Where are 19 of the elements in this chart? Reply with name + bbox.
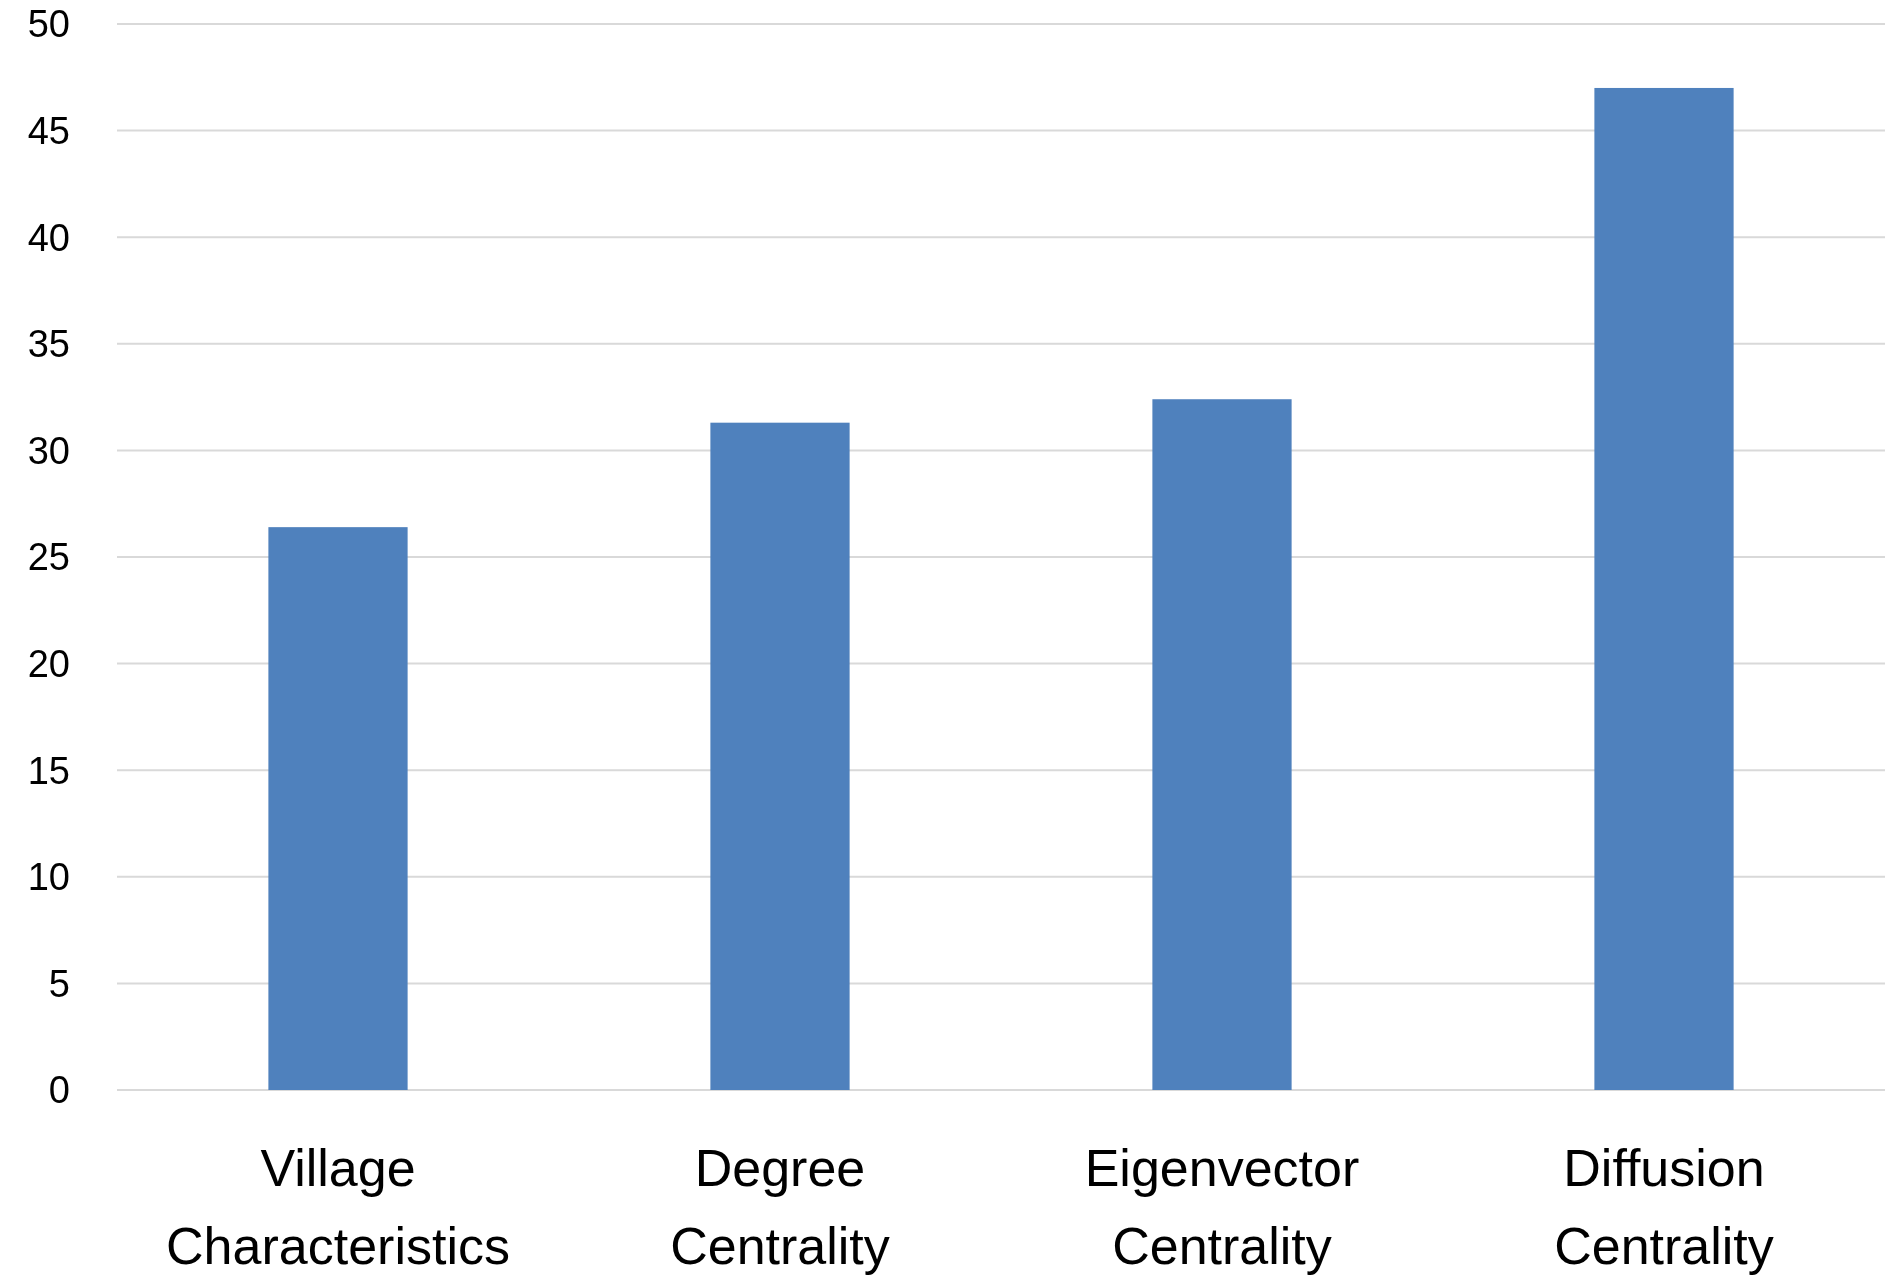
x-tick-label: Diffusion Centrality xyxy=(1554,1139,1774,1275)
y-tick-label: 35 xyxy=(27,323,70,366)
y-tick-label: 20 xyxy=(27,642,70,685)
x-tick-label: Village Characteristics xyxy=(166,1139,510,1275)
y-tick-label: 45 xyxy=(27,109,70,152)
y-tick-label: 50 xyxy=(27,3,70,46)
y-tick-label: 40 xyxy=(27,216,70,259)
y-tick-label: 25 xyxy=(27,536,70,579)
y-tick-label: 0 xyxy=(48,1069,70,1112)
y-tick-label: 15 xyxy=(27,749,70,792)
bar xyxy=(1594,87,1734,1090)
bar xyxy=(710,422,850,1090)
y-tick-label: 10 xyxy=(27,856,70,899)
x-tick-label: Eigenvector Centrality xyxy=(1084,1139,1360,1275)
y-tick-label: 30 xyxy=(27,429,70,472)
y-tick-label: 5 xyxy=(48,962,70,1005)
bar xyxy=(1152,399,1292,1090)
x-tick-label: Degree Centrality xyxy=(670,1139,890,1275)
bar xyxy=(268,527,408,1090)
